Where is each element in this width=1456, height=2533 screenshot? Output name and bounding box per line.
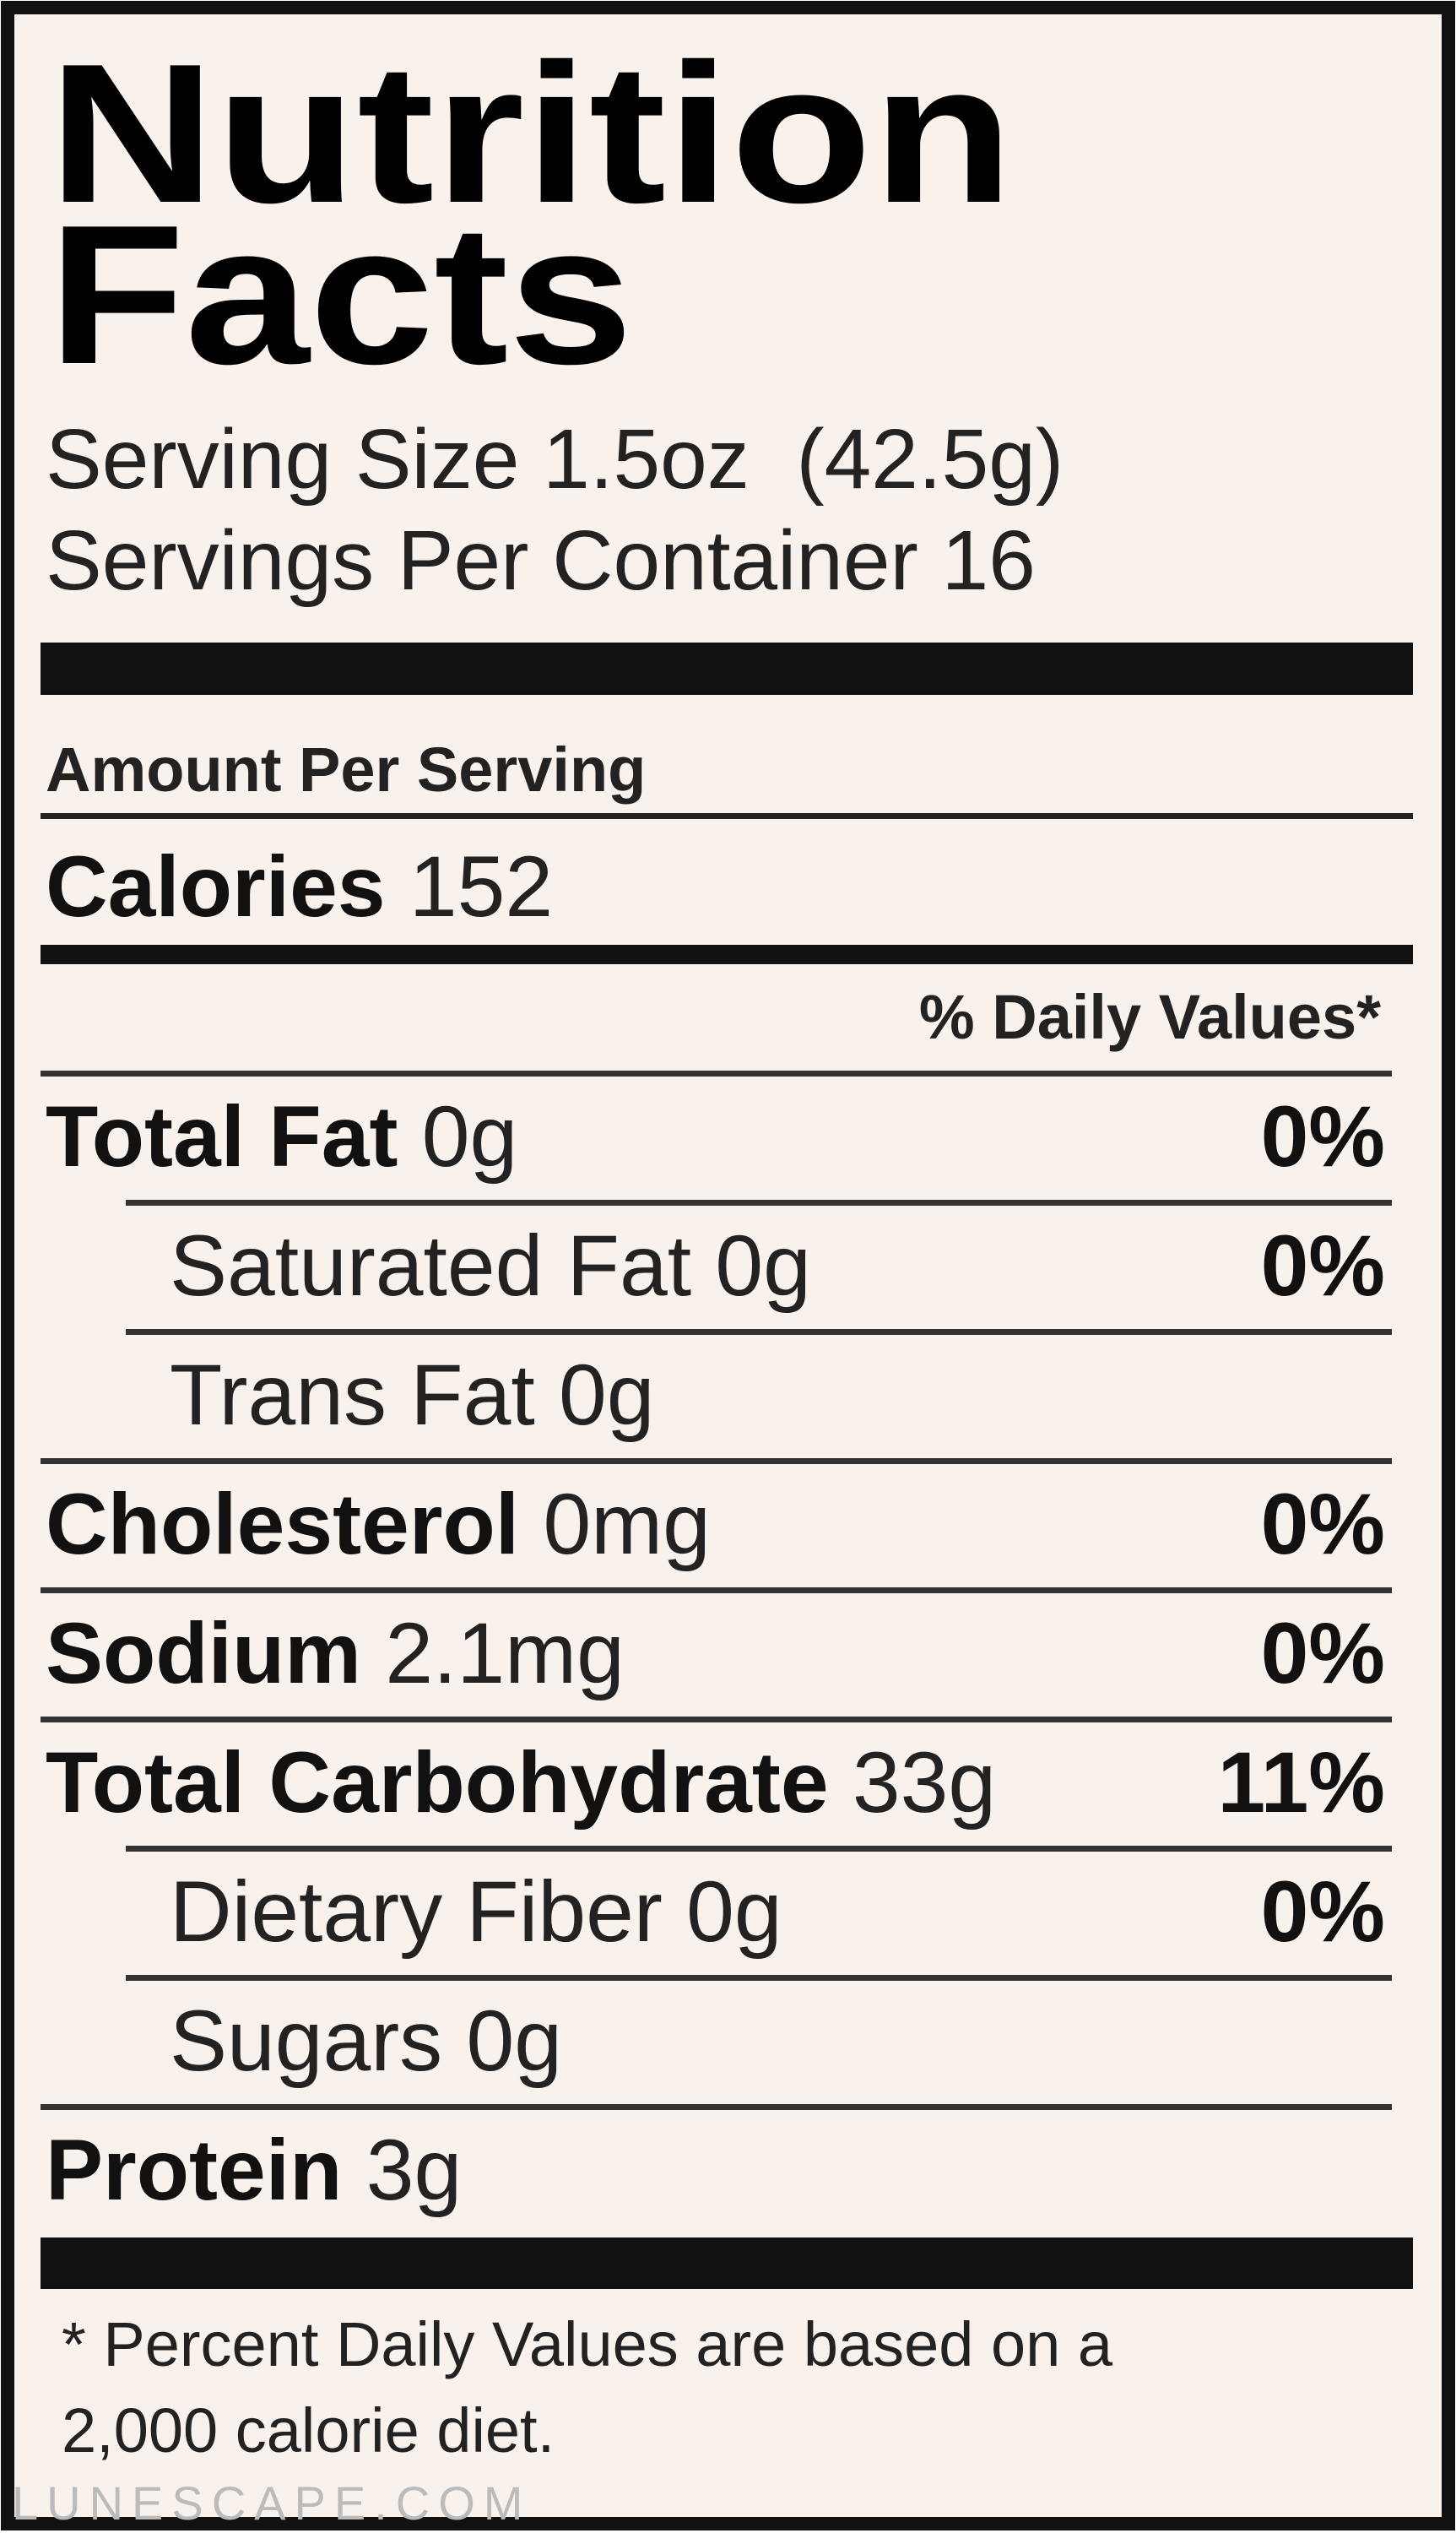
- calories: Calories 152: [46, 838, 553, 935]
- nutrient-row: Total Fat 0g: [46, 1088, 517, 1185]
- serving-size: Serving Size 1.5oz (42.5g): [46, 412, 1064, 507]
- footnote-line: 2,000 calorie diet.: [62, 2395, 555, 2465]
- daily-value: 0%: [1261, 1863, 1385, 1960]
- thick-rule: [41, 2237, 1413, 2289]
- nutrient-row: Total Carbohydrate 33g: [46, 1734, 996, 1831]
- nutrient-amount: 2.1mg: [385, 1605, 625, 1701]
- medium-rule: [41, 945, 1413, 964]
- daily-value: 0%: [1261, 1476, 1385, 1572]
- rule: [41, 1717, 1392, 1722]
- nutrient-amount: 0mg: [543, 1476, 710, 1572]
- footnote-line: * Percent Daily Values are based on a: [62, 2309, 1113, 2379]
- nutrient-amount: 0g: [467, 1993, 562, 2089]
- daily-value: 0%: [1261, 1218, 1385, 1314]
- nutrient-label: Sugars: [170, 1993, 442, 2089]
- rule: [41, 813, 1413, 819]
- nutrient-row: Protein 3g: [46, 2122, 462, 2218]
- nutrient-label: Total Carbohydrate: [46, 1734, 829, 1831]
- nutrient-amount: 3g: [366, 2122, 462, 2218]
- servings-per-container: Servings Per Container 16: [46, 513, 1036, 608]
- daily-value: 11%: [1217, 1734, 1385, 1831]
- title-line: Facts: [48, 183, 633, 405]
- nutrient-row: Saturated Fat 0g: [170, 1218, 811, 1314]
- rule: [126, 1200, 1392, 1206]
- nutrient-label: Trans Fat: [170, 1347, 535, 1443]
- daily-value: 0%: [1261, 1605, 1385, 1701]
- calories-label: Calories: [46, 838, 386, 935]
- nutrient-label: Dietary Fiber: [170, 1863, 663, 1960]
- rule: [126, 1846, 1392, 1852]
- nutrient-amount: 0g: [559, 1347, 654, 1443]
- amount-per-serving: Amount Per Serving: [46, 735, 646, 805]
- rule: [41, 1587, 1392, 1593]
- nutrient-amount: 33g: [852, 1734, 996, 1831]
- thick-rule: [41, 643, 1413, 695]
- nutrient-label: Saturated Fat: [170, 1218, 691, 1314]
- rule: [41, 1458, 1392, 1464]
- nutrient-row: Trans Fat 0g: [170, 1347, 654, 1443]
- rule: [41, 2104, 1392, 2110]
- daily-values-header: % Daily Values*: [919, 982, 1381, 1052]
- rule: [41, 1071, 1392, 1077]
- nutrient-row: Cholesterol 0mg: [46, 1476, 711, 1572]
- nutrient-amount: 0g: [715, 1218, 810, 1314]
- nutrient-row: Dietary Fiber 0g: [170, 1863, 782, 1960]
- nutrient-label: Protein: [46, 2122, 342, 2218]
- nutrient-amount: 0g: [686, 1863, 782, 1960]
- rule: [126, 1975, 1392, 1981]
- nutrient-label: Total Fat: [46, 1088, 398, 1185]
- nutrient-label: Cholesterol: [46, 1476, 519, 1572]
- title-line: Nutrition: [48, 22, 1014, 244]
- rule: [126, 1329, 1392, 1335]
- nutrient-rows: Total Fat 0g 0% Saturated Fat 0g 0% Trans Fa…: [41, 1088, 1392, 2218]
- daily-value: 0%: [1261, 1088, 1385, 1185]
- nutrient-label: Sodium: [46, 1605, 361, 1701]
- nutrient-row: Sugars 0g: [170, 1993, 562, 2089]
- nutrient-amount: 0g: [422, 1088, 517, 1185]
- nutrient-row: Sodium 2.1mg: [46, 1605, 625, 1701]
- watermark: LUNESCAPE.COM: [12, 2476, 531, 2530]
- calories-amount: 152: [409, 838, 553, 935]
